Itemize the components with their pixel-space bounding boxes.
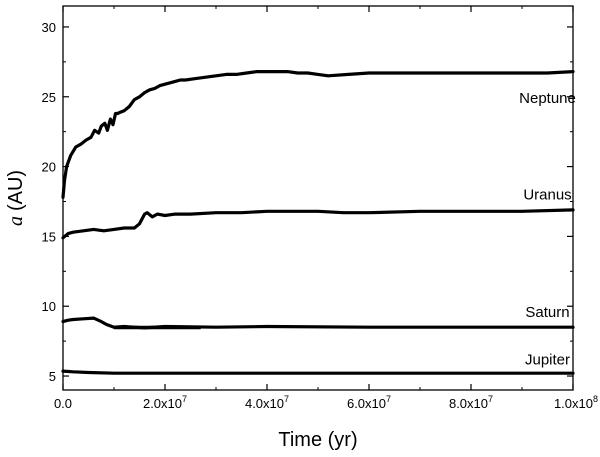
series-line-jupiter	[61, 369, 575, 375]
x-tick-label: 1.0x108	[554, 394, 598, 411]
series-line-uranus	[61, 208, 575, 240]
y-tick-label: 20	[42, 160, 56, 175]
series-label-jupiter: Jupiter	[525, 351, 570, 368]
y-tick-label: 15	[42, 229, 56, 244]
y-tick-label: 10	[42, 299, 56, 314]
x-tick-label: 0.0	[54, 396, 72, 411]
x-tick-label: 4.0x107	[245, 394, 289, 411]
series-line-neptune	[61, 70, 575, 199]
series-label-neptune: Neptune	[519, 90, 576, 107]
y-tick-label: 25	[42, 90, 56, 105]
y-tick-label: 5	[49, 369, 56, 384]
label-layer: 0.0 2.0x107 4.0x107 6.0x107 8.0x107 1.0x108 5 1…	[5, 20, 598, 451]
x-tick-label: 8.0x107	[449, 394, 493, 411]
x-axis-title: Time (yr)	[278, 429, 357, 451]
series-label-uranus: Uranus	[523, 187, 571, 204]
series-label-saturn: Saturn	[525, 304, 569, 321]
plot-frame	[62, 5, 574, 391]
y-axis-title: a (AU)	[5, 170, 27, 226]
x-tick-label: 2.0x107	[143, 394, 187, 411]
x-tick-label: 6.0x107	[347, 394, 391, 411]
series-layer	[61, 70, 575, 375]
series-band-saturn	[114, 325, 201, 330]
y-tick-label: 30	[42, 20, 56, 35]
axes-layer	[62, 5, 574, 391]
